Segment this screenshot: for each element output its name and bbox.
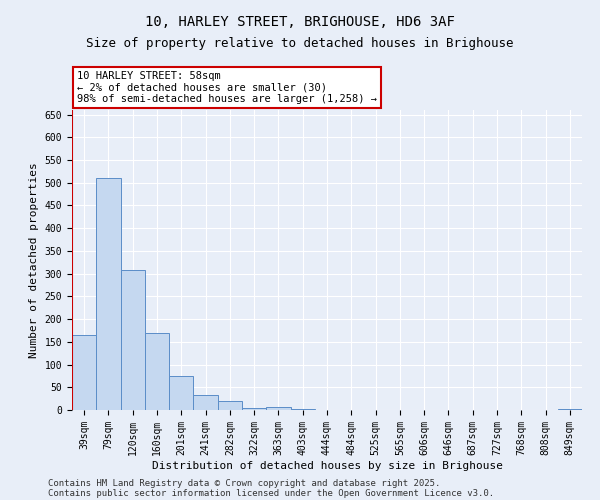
Text: 10, HARLEY STREET, BRIGHOUSE, HD6 3AF: 10, HARLEY STREET, BRIGHOUSE, HD6 3AF [145,15,455,29]
Text: Size of property relative to detached houses in Brighouse: Size of property relative to detached ho… [86,38,514,51]
Bar [242,408,266,410]
Bar [169,376,193,410]
Bar [558,408,582,410]
Bar [72,335,96,410]
Text: 10 HARLEY STREET: 58sqm
← 2% of detached houses are smaller (30)
98% of semi-det: 10 HARLEY STREET: 58sqm ← 2% of detached… [77,71,377,104]
Bar [145,332,169,410]
Bar [218,401,242,410]
Bar [121,270,145,410]
Text: Contains HM Land Registry data © Crown copyright and database right 2025.: Contains HM Land Registry data © Crown c… [48,478,440,488]
Bar [96,178,121,410]
X-axis label: Distribution of detached houses by size in Brighouse: Distribution of detached houses by size … [151,460,503,470]
Bar [266,408,290,410]
Text: Contains public sector information licensed under the Open Government Licence v3: Contains public sector information licen… [48,488,494,498]
Bar [193,395,218,410]
Y-axis label: Number of detached properties: Number of detached properties [29,162,39,358]
Bar [290,408,315,410]
